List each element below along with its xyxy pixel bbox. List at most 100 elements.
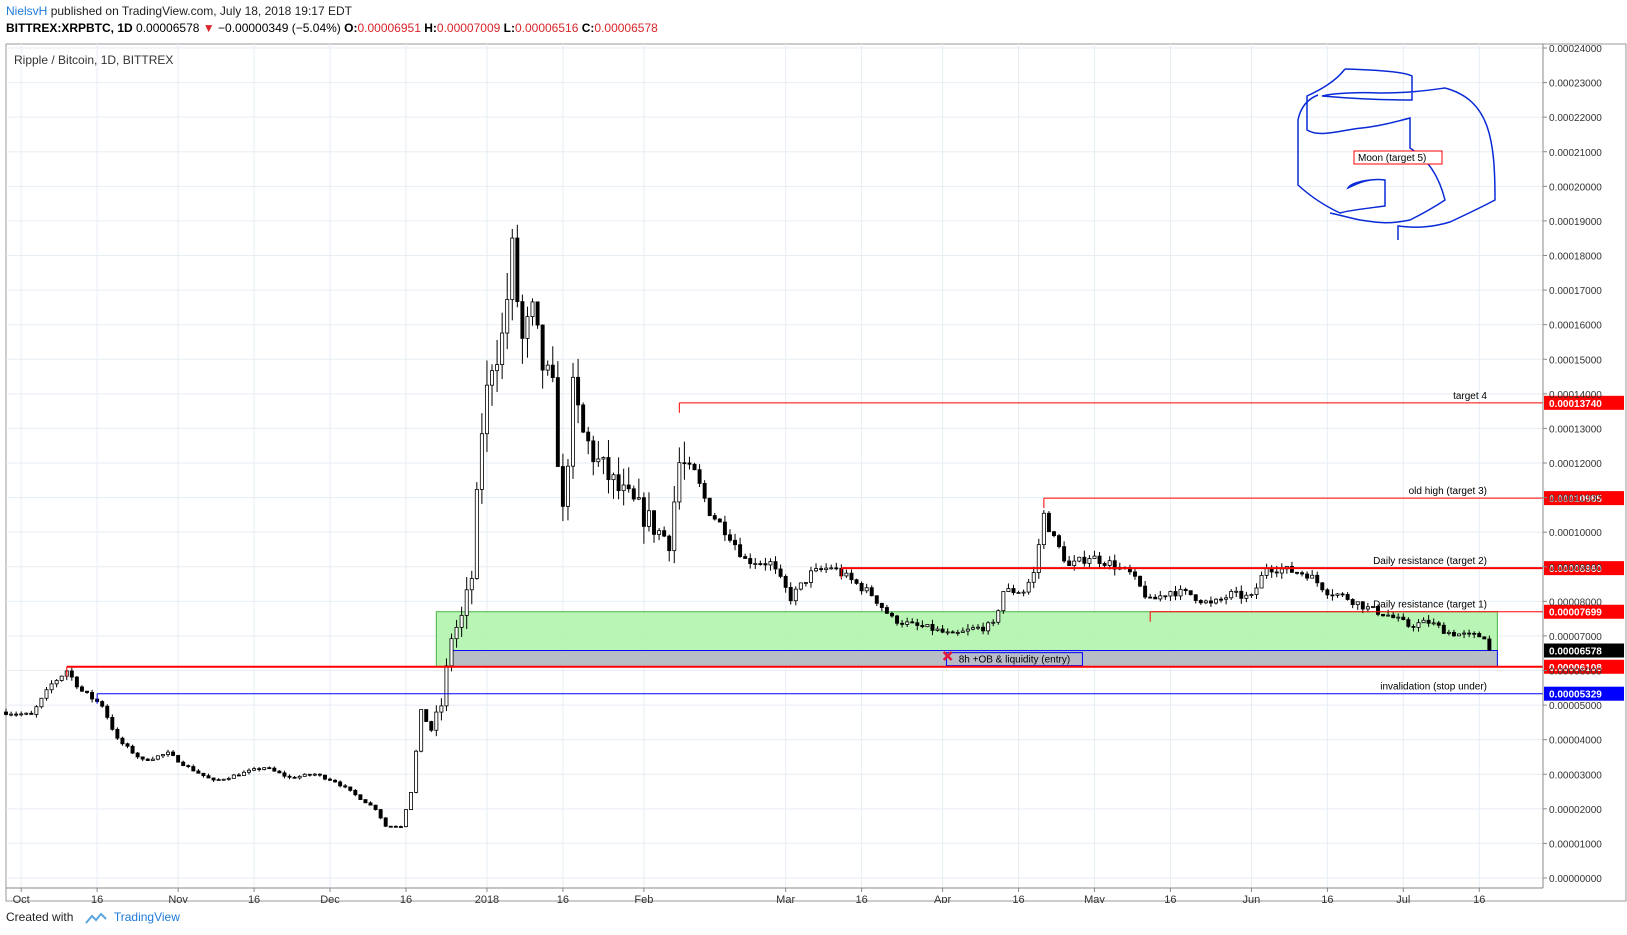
candle-down <box>535 301 540 326</box>
candle-down <box>383 817 388 827</box>
candle-up <box>19 713 24 716</box>
candle-down <box>1183 588 1188 592</box>
candle-down <box>915 622 920 626</box>
candle-up <box>1259 574 1264 589</box>
candle-up <box>1457 633 1461 637</box>
price-tag-label: 0.00006108 <box>1549 663 1602 674</box>
candle-up <box>449 638 454 667</box>
candle-down <box>874 595 879 604</box>
candle-down <box>1239 590 1244 599</box>
x-tick-label: 16 <box>1473 894 1485 903</box>
x-tick-label: 16 <box>1321 894 1333 903</box>
candle-down <box>1305 573 1310 579</box>
price-tag-box <box>1544 659 1624 674</box>
tradingview-link[interactable]: TradingView <box>113 910 180 924</box>
candle-down <box>125 743 130 747</box>
candle-up <box>216 779 221 781</box>
zones-layer: 8h +OB & liquidity (entry) <box>435 611 1498 668</box>
y-tick-label: 0.00012000 <box>1549 459 1602 470</box>
candle-up <box>965 628 970 632</box>
candle-up <box>150 758 155 761</box>
candle-up <box>621 484 626 492</box>
candle-up <box>657 530 662 535</box>
x-tick-label: Nov <box>168 894 188 903</box>
candle-up <box>302 773 307 777</box>
candle-down <box>373 804 378 810</box>
candle-down <box>100 701 105 707</box>
candle-up <box>1214 598 1218 604</box>
candle-up <box>434 711 439 731</box>
candle-up <box>24 712 29 715</box>
publisher-link[interactable]: NielsvH <box>6 4 48 18</box>
candle-up <box>864 587 869 592</box>
candle-down <box>869 587 874 597</box>
created-with-text: Created with <box>6 910 74 924</box>
symbol-label: BITTREX:XRPBTC, 1D <box>6 21 133 35</box>
candle-down <box>282 772 287 777</box>
candle-up <box>1462 632 1467 635</box>
y-tick-label: 0.00018000 <box>1549 252 1602 263</box>
candle-up <box>39 697 44 708</box>
candle-down <box>1406 619 1411 627</box>
candle-up <box>34 706 39 715</box>
candle-up <box>160 754 165 757</box>
candle-up <box>490 370 494 386</box>
candle-up <box>495 364 500 372</box>
candle-up <box>571 376 575 467</box>
candle-up <box>464 589 469 616</box>
candle-up <box>976 626 981 629</box>
candle-down <box>1138 575 1143 587</box>
candle-up <box>226 777 231 780</box>
y-tick-label: 0.00013000 <box>1549 424 1602 435</box>
candle-down <box>854 579 859 584</box>
candle-down <box>1046 512 1051 533</box>
candle-down <box>930 624 935 631</box>
candle-up <box>935 628 940 631</box>
x-tick-label: Mar <box>776 894 795 903</box>
candle-down <box>1163 595 1168 598</box>
price-tag-label: 0.00005329 <box>1549 690 1602 701</box>
candle-down <box>1391 614 1396 619</box>
candle-up <box>54 680 59 685</box>
tradingview-logo-icon <box>84 912 107 924</box>
candle-down <box>783 575 788 588</box>
candle-down <box>515 237 520 302</box>
candle-up <box>1386 614 1391 617</box>
y-tick-label: 0.00024000 <box>1549 44 1602 55</box>
candle-down <box>277 770 282 774</box>
high-value: 0.00007009 <box>436 21 501 35</box>
candle-up <box>439 705 444 713</box>
candle-up <box>1168 591 1173 597</box>
candle-up <box>49 683 54 691</box>
candle-up <box>505 299 510 334</box>
x-tick-label: 16 <box>855 894 867 903</box>
low-label: L: <box>503 21 515 35</box>
candle-up <box>9 713 14 716</box>
candle-down <box>191 766 196 772</box>
candle-down <box>520 301 525 339</box>
x-tick-label: Apr <box>934 894 951 903</box>
candle-down <box>171 751 176 756</box>
candle-up <box>166 751 170 755</box>
candle-up <box>1229 591 1234 599</box>
candle-up <box>44 689 49 699</box>
x-tick-label: 16 <box>400 894 412 903</box>
candle-down <box>1467 632 1472 635</box>
price-chart[interactable]: 8h +OB & liquidity (entry) target 40.000… <box>0 38 1627 903</box>
moon-label-box <box>1353 150 1443 165</box>
candle-down <box>900 622 905 625</box>
candle-down <box>748 558 753 565</box>
candle-down <box>591 440 596 463</box>
candle-down <box>1330 594 1335 597</box>
candle-down <box>393 825 398 828</box>
candle-down <box>920 625 925 628</box>
candle-up <box>247 769 251 773</box>
candle-down <box>1451 631 1456 637</box>
candle-down <box>1269 568 1274 573</box>
candle-down <box>14 713 19 716</box>
candle-up <box>1355 601 1360 605</box>
y-tick-label: 0.00010000 <box>1549 528 1602 539</box>
chart-title: Ripple / Bitcoin, 1D, BITTREX <box>14 53 173 67</box>
candle-down <box>1401 616 1406 620</box>
candle-down <box>682 462 687 465</box>
